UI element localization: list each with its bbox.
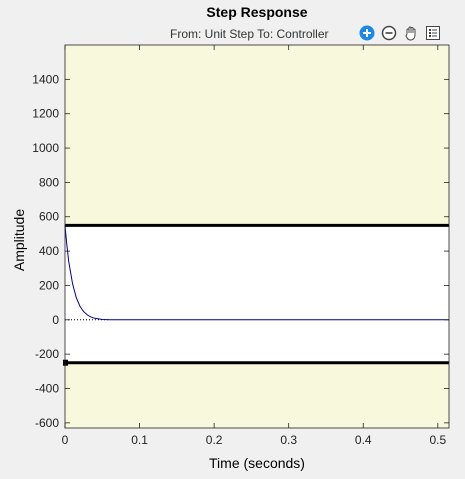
chart-title: Step Response xyxy=(206,4,308,20)
y-tick-label: 800 xyxy=(39,175,59,189)
y-tick-label: 600 xyxy=(39,210,59,224)
y-tick-label: 1000 xyxy=(32,141,59,155)
y-tick-label: 0 xyxy=(52,313,59,327)
y-tick-label: 1200 xyxy=(32,107,59,121)
y-tick-label: -400 xyxy=(35,381,59,395)
x-tick-label: 0.2 xyxy=(206,433,223,447)
x-tick-label: 0.5 xyxy=(429,433,446,447)
axes-frame xyxy=(64,44,450,429)
x-tick-label: 0.4 xyxy=(355,433,372,447)
data-cursor-icon xyxy=(426,26,440,40)
zoom-out-button[interactable] xyxy=(380,24,398,42)
y-tick-label: -200 xyxy=(35,347,59,361)
allowed-region xyxy=(65,225,449,363)
x-tick-label: 0 xyxy=(62,433,69,447)
pan-button[interactable] xyxy=(402,24,420,42)
y-tick-label: 1400 xyxy=(32,72,59,86)
chart-subtitle: From: Unit Step To: Controller xyxy=(170,27,329,41)
y-tick-label: -600 xyxy=(35,416,59,430)
x-axis-label: Time (seconds) xyxy=(209,455,305,471)
bound-marker[interactable] xyxy=(63,359,68,366)
plot-toolbar xyxy=(358,24,442,42)
data-cursor-button[interactable] xyxy=(424,24,442,42)
zoom-out-icon xyxy=(381,25,397,41)
zoom-in-icon xyxy=(359,25,375,41)
y-tick-label: 400 xyxy=(39,244,59,258)
zoom-in-button[interactable] xyxy=(358,24,376,42)
pan-hand-icon xyxy=(405,26,416,41)
y-tick-label: 200 xyxy=(39,278,59,292)
y-axis-label: Amplitude xyxy=(11,209,27,271)
x-tick-label: 0.1 xyxy=(131,433,148,447)
x-tick-label: 0.3 xyxy=(280,433,297,447)
response-line xyxy=(64,225,449,321)
